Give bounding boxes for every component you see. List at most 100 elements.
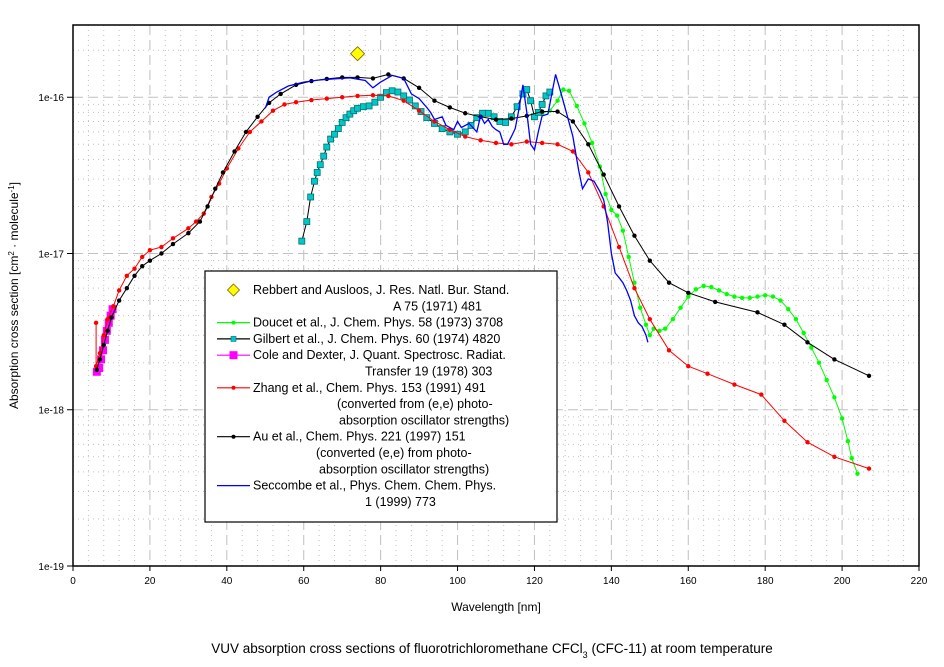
data-point [278, 91, 283, 97]
data-point [108, 305, 117, 314]
y-axis: 1e-19 1e-18 1e-17 1e-16 [38, 93, 73, 573]
data-point [555, 98, 560, 103]
data-point [832, 454, 837, 459]
series-zhang-et-al [93, 93, 872, 471]
caption-part: (CFC-11) at room temperature [588, 641, 773, 656]
data-point [307, 193, 315, 201]
data-point [478, 138, 483, 143]
data-point [111, 303, 116, 309]
legend-item: Doucet et al., J. Chem. Phys. 58 (1973) … [217, 316, 503, 330]
data-point [359, 103, 367, 111]
data-point [388, 87, 396, 95]
data-point [401, 98, 406, 103]
x-tick-label: 100 [449, 576, 466, 587]
data-point [293, 99, 299, 105]
data-point [320, 152, 328, 160]
data-point [493, 140, 499, 146]
data-point [484, 109, 492, 117]
data-point [570, 119, 576, 124]
legend-item: Rebbert and Ausloos, J. Res. Natl. Bur. … [226, 283, 509, 313]
data-point [855, 471, 860, 476]
data-point [324, 96, 329, 101]
data-point [124, 285, 130, 291]
data-point [140, 263, 145, 269]
data-point [247, 129, 253, 135]
legend-marker-square-icon [229, 351, 238, 360]
data-point [801, 330, 806, 336]
data-point [116, 288, 122, 293]
legend-label: 1 (1999) 773 [365, 495, 436, 509]
data-point [502, 119, 510, 126]
data-point [586, 142, 591, 147]
y-axis-title-part: Absorption cross section [cm [7, 256, 21, 409]
data-point [724, 291, 729, 297]
data-point [416, 108, 422, 113]
legend-label: Transfer 19 (1978) 303 [365, 365, 492, 379]
data-point [805, 439, 810, 445]
data-point [770, 294, 776, 299]
data-point [626, 254, 631, 260]
data-point [701, 283, 706, 289]
data-point [620, 228, 626, 233]
data-point [647, 258, 653, 263]
data-point [586, 170, 591, 175]
data-point [101, 332, 106, 338]
data-point [686, 290, 691, 296]
data-point [377, 93, 385, 101]
data-point [747, 295, 752, 301]
legend-label: absorption oscillator strengths) [339, 413, 509, 427]
data-point [338, 119, 346, 126]
data-point [519, 90, 527, 98]
data-point [778, 298, 783, 303]
data-point [342, 114, 350, 122]
data-point [432, 119, 437, 124]
legend-label: Zhang et al., Chem. Phys. 153 (1991) 491 [253, 381, 486, 395]
data-point [866, 466, 872, 471]
data-point [463, 134, 468, 139]
x-axis: 0 20 40 60 80 100 120 140 160 180 200 220 [70, 566, 928, 587]
legend-marker-square-icon [230, 336, 237, 342]
data-point [782, 418, 787, 423]
data-point [824, 377, 829, 383]
data-point [132, 273, 137, 278]
data-point [527, 97, 535, 105]
data-point [213, 186, 218, 191]
data-point [463, 111, 468, 116]
data-point [159, 244, 164, 250]
data-point [816, 360, 822, 365]
data-point [809, 345, 814, 350]
data-point [349, 46, 366, 62]
data-point [755, 310, 760, 315]
legend-item: Cole and Dexter, J. Quant. Spectrosc. Ra… [217, 348, 506, 379]
data-point [603, 191, 608, 197]
legend: Rebbert and Ausloos, J. Res. Natl. Bur. … [204, 270, 558, 523]
data-point [270, 108, 276, 113]
data-point [566, 88, 572, 93]
x-tick-label: 0 [70, 576, 76, 587]
y-axis-title-part: · molecule [7, 192, 21, 251]
data-point [101, 342, 106, 348]
data-point [509, 142, 514, 147]
data-point [793, 316, 799, 322]
data-point [493, 117, 499, 122]
y-tick-label: 1e-17 [38, 249, 64, 260]
y-axis-title-part: ] [7, 182, 21, 185]
data-point [109, 315, 114, 320]
data-point [370, 93, 376, 98]
data-point [400, 92, 408, 100]
x-tick-label: 20 [144, 576, 156, 587]
data-point [739, 295, 745, 301]
legend-label: Doucet et al., J. Chem. Phys. 58 (1973) … [253, 316, 503, 330]
data-point [555, 109, 560, 114]
data-point [170, 236, 176, 241]
data-point [316, 161, 324, 169]
x-tick-label: 80 [375, 576, 387, 587]
data-point [170, 241, 176, 247]
data-point [105, 316, 110, 322]
y-axis-title: Absorption cross section [cm2 · molecule… [7, 182, 22, 409]
data-point [574, 103, 579, 109]
legend-label: Cole and Dexter, J. Quant. Spectrosc. Ra… [253, 348, 506, 362]
data-point [94, 367, 100, 373]
x-tick-label: 220 [911, 576, 928, 587]
